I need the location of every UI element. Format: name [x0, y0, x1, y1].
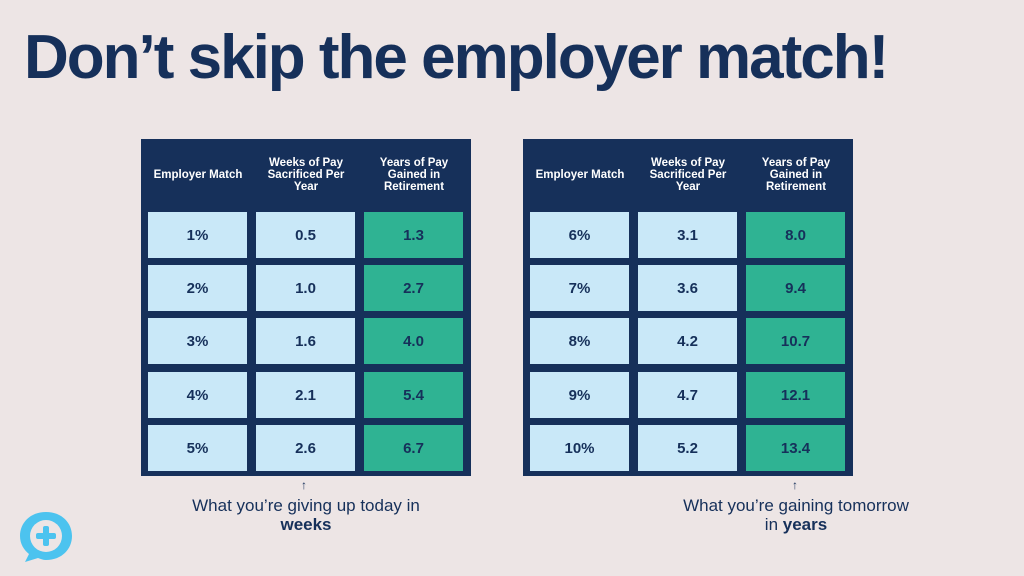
cell-match: 7% [530, 265, 629, 311]
chat-bubble-plus-icon [20, 512, 72, 562]
arrow-up-icon: ↑ [792, 478, 798, 492]
cell-weeks: 1.6 [256, 318, 355, 364]
arrow-up-icon: ↑ [301, 478, 307, 492]
cell-match: 10% [530, 425, 629, 471]
header-weeks-sacrificed: Weeks of Pay Sacrificed Per Year [649, 157, 727, 193]
header-weeks-sacrificed: Weeks of Pay Sacrificed Per Year [267, 157, 345, 193]
cell-years: 5.4 [364, 372, 463, 418]
match-table-left: Employer Match Weeks of Pay Sacrificed Pe… [141, 139, 471, 476]
header-employer-match: Employer Match [535, 169, 625, 181]
cell-years: 8.0 [746, 212, 845, 258]
cell-years: 9.4 [746, 265, 845, 311]
cell-match: 6% [530, 212, 629, 258]
cell-years: 1.3 [364, 212, 463, 258]
cell-years: 13.4 [746, 425, 845, 471]
cell-match: 9% [530, 372, 629, 418]
note-years: What you’re gaining tomorrow in years [676, 496, 916, 534]
cell-years: 10.7 [746, 318, 845, 364]
cell-match: 1% [148, 212, 247, 258]
cell-weeks: 3.6 [638, 265, 737, 311]
note-weeks: What you’re giving up today in weeks [186, 496, 426, 534]
header-years-gained: Years of Pay Gained in Retirement [379, 157, 449, 193]
note-text: What you’re giving up today in [192, 496, 420, 515]
header-employer-match: Employer Match [153, 169, 243, 181]
cell-match: 5% [148, 425, 247, 471]
cell-years: 6.7 [364, 425, 463, 471]
cell-match: 8% [530, 318, 629, 364]
cell-years: 2.7 [364, 265, 463, 311]
cell-match: 3% [148, 318, 247, 364]
cell-weeks: 4.2 [638, 318, 737, 364]
page-title: Don’t skip the employer match! [24, 23, 889, 92]
cell-match: 2% [148, 265, 247, 311]
cell-weeks: 2.6 [256, 425, 355, 471]
cell-weeks: 3.1 [638, 212, 737, 258]
cell-years: 4.0 [364, 318, 463, 364]
note-bold: years [782, 515, 828, 534]
cell-weeks: 4.7 [638, 372, 737, 418]
cell-weeks: 0.5 [256, 212, 355, 258]
cell-weeks: 1.0 [256, 265, 355, 311]
cell-weeks: 2.1 [256, 372, 355, 418]
note-text: What you’re gaining tomorrow in [683, 496, 909, 534]
match-table-right: Employer Match Weeks of Pay Sacrificed Pe… [523, 139, 853, 476]
note-bold: weeks [280, 515, 332, 534]
cell-weeks: 5.2 [638, 425, 737, 471]
cell-match: 4% [148, 372, 247, 418]
header-years-gained: Years of Pay Gained in Retirement [761, 157, 831, 193]
cell-years: 12.1 [746, 372, 845, 418]
